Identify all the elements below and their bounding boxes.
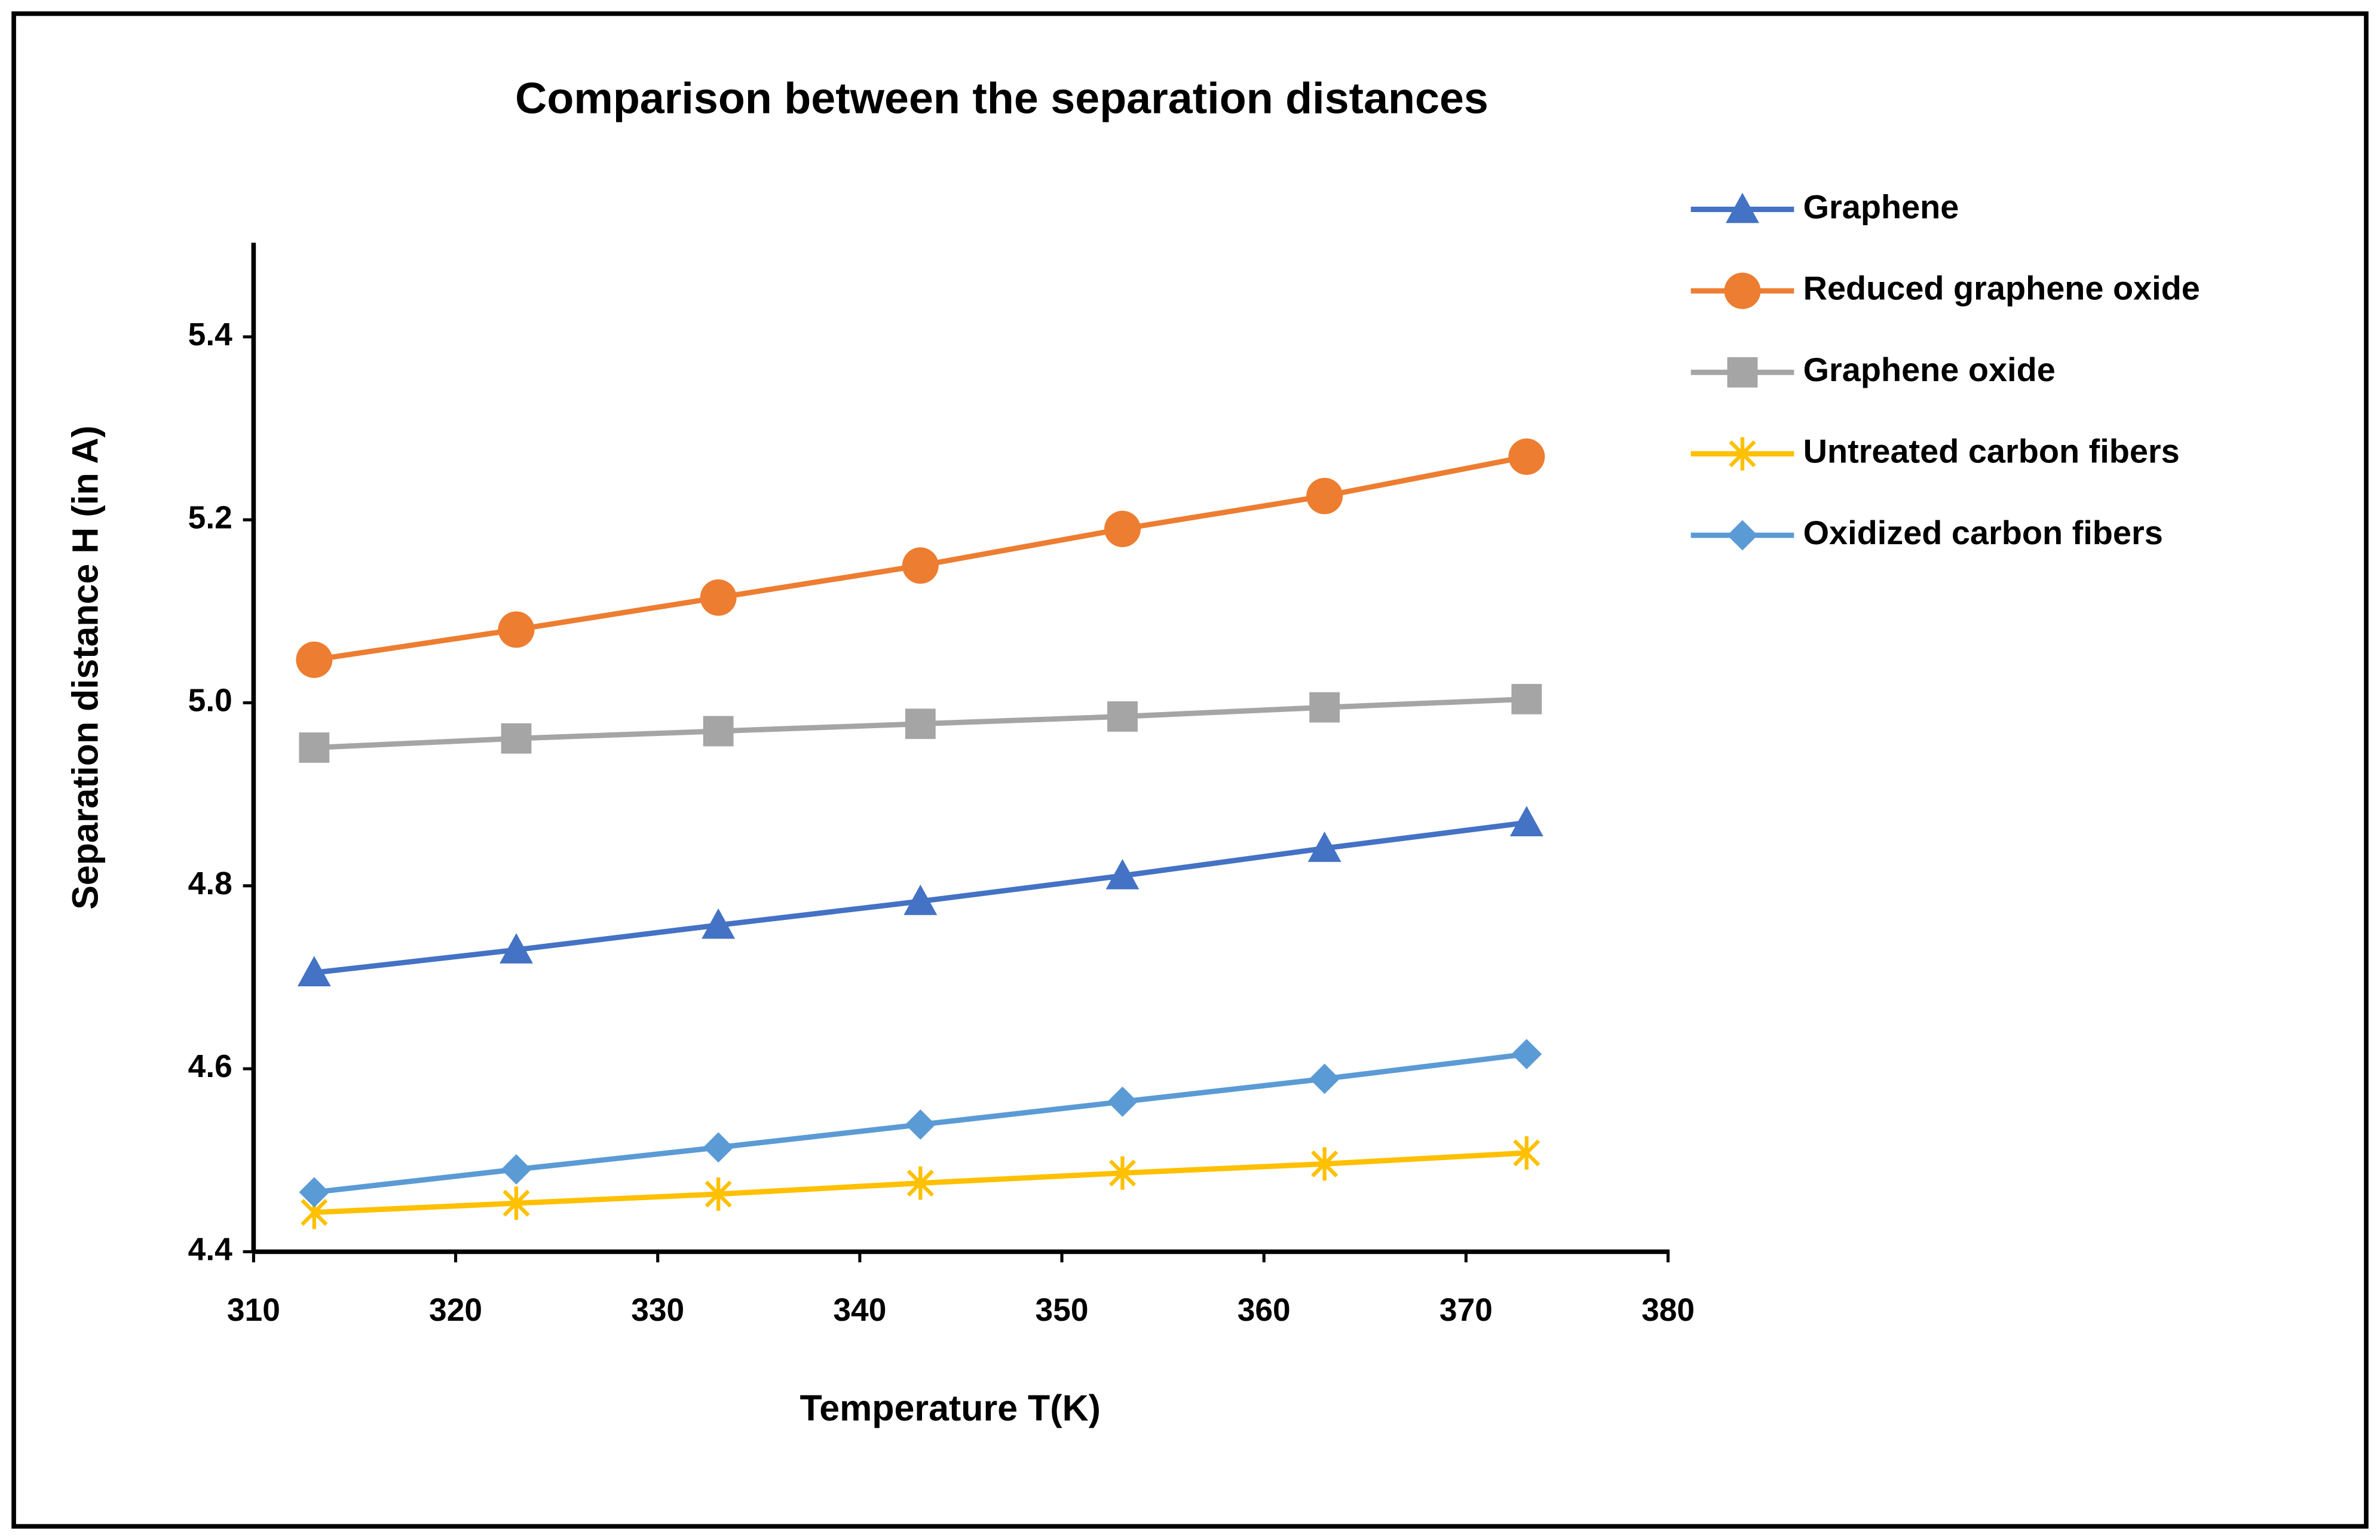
x-tick-label: 350 (1036, 1293, 1089, 1328)
marker (503, 1186, 530, 1220)
x-tick-label: 370 (1439, 1293, 1493, 1328)
marker (1107, 1086, 1138, 1117)
marker (703, 1132, 734, 1163)
x-tick-label: 340 (833, 1293, 886, 1328)
chart-frame (11, 11, 2369, 1529)
marker (297, 956, 331, 987)
marker (1307, 832, 1341, 862)
marker (1509, 806, 1543, 836)
marker (1104, 511, 1141, 547)
marker (1724, 272, 1761, 309)
marker (903, 884, 938, 915)
marker (1108, 1156, 1137, 1190)
marker (296, 642, 333, 678)
marker (905, 1109, 936, 1140)
legend-label: Untreated carbon fibers (1803, 432, 2180, 470)
marker (299, 732, 330, 763)
chart-title: Comparison between the separation distan… (515, 73, 1488, 123)
marker (1309, 692, 1340, 723)
x-tick-label: 360 (1238, 1293, 1291, 1328)
legend-label: Graphene (1803, 188, 1959, 225)
marker (501, 1154, 532, 1185)
marker (1107, 701, 1138, 732)
marker (498, 611, 535, 648)
legend-item: Oxidized carbon fibers (1690, 514, 2163, 551)
marker (902, 547, 939, 584)
y-tick-label: 5.0 (188, 683, 232, 719)
marker (1727, 357, 1758, 388)
marker (1306, 477, 1343, 514)
legend-item: Graphene oxide (1690, 351, 2056, 388)
x-tick-label: 310 (227, 1293, 280, 1328)
marker (500, 933, 533, 964)
marker (1311, 1147, 1338, 1181)
marker (905, 708, 936, 740)
marker (1729, 437, 1756, 471)
marker (700, 579, 737, 616)
x-tick-label: 380 (1641, 1293, 1695, 1328)
marker (1513, 1136, 1540, 1170)
marker (1726, 192, 1759, 223)
legend-label: Reduced graphene oxide (1803, 269, 2200, 307)
marker (1508, 438, 1545, 475)
x-tick-label: 330 (631, 1293, 684, 1328)
y-tick-label: 5.2 (188, 500, 232, 535)
marker (703, 716, 734, 747)
marker (1727, 520, 1758, 551)
y-axis-title: Separation distance H (in A) (65, 425, 106, 909)
marker (1105, 859, 1140, 889)
marker (501, 723, 532, 754)
marker (906, 1166, 934, 1200)
marker (704, 1177, 732, 1211)
legend-item: Untreated carbon fibers (1690, 432, 2180, 470)
x-tick-label: 320 (429, 1293, 482, 1328)
y-tick-label: 4.6 (188, 1049, 232, 1084)
marker (299, 1177, 330, 1208)
y-tick-label: 4.8 (188, 866, 232, 901)
y-tick-label: 5.4 (188, 317, 232, 352)
marker (1309, 1063, 1340, 1094)
x-axis-title: Temperature T(K) (800, 1388, 1101, 1428)
legend-label: Graphene oxide (1803, 351, 2056, 388)
marker (1511, 683, 1542, 714)
y-tick-label: 4.4 (188, 1232, 232, 1268)
marker (702, 908, 736, 939)
legend-label: Oxidized carbon fibers (1803, 514, 2163, 551)
